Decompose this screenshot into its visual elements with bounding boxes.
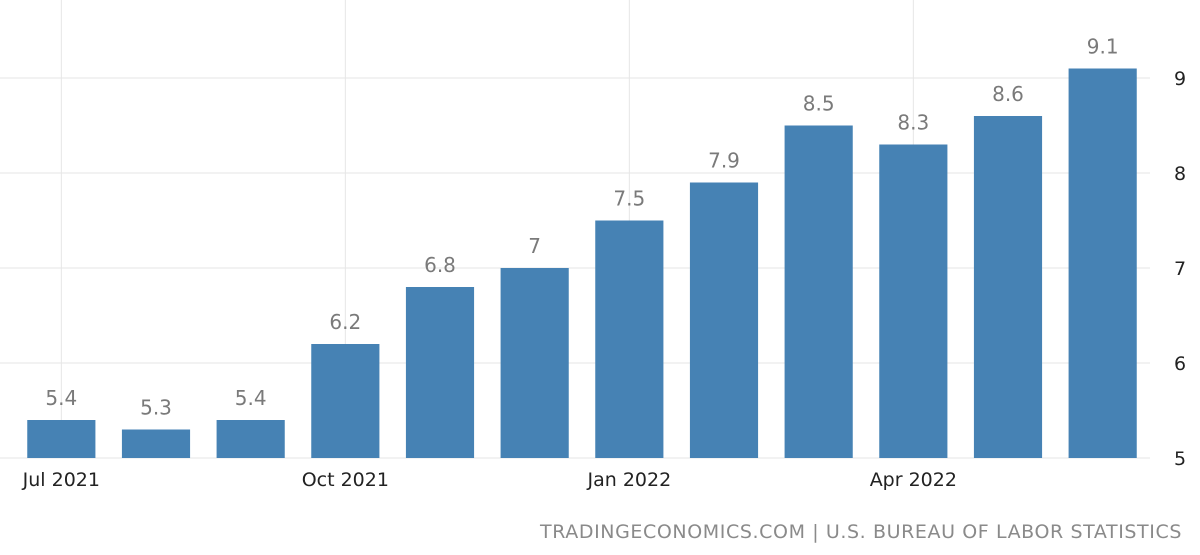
x-tick-label: Apr 2022 <box>870 469 957 491</box>
x-axis-ticks: Jul 2021 Oct 2021 Jan 2022 Apr 2022 <box>22 469 957 491</box>
data-label: 7.9 <box>708 149 740 173</box>
data-label: 5.4 <box>45 386 77 410</box>
y-tick-label: 9 <box>1174 68 1186 90</box>
bars <box>27 68 1137 458</box>
y-tick-label: 8 <box>1174 163 1186 185</box>
bar <box>879 144 948 458</box>
x-tick-label: Jul 2021 <box>22 469 100 491</box>
source-attribution: TRADINGECONOMICS.COM | U.S. BUREAU OF LA… <box>540 521 1182 543</box>
x-tick-label: Oct 2021 <box>302 469 389 491</box>
y-tick-label: 7 <box>1174 258 1186 280</box>
bar <box>216 420 285 458</box>
y-axis-ticks: 5 6 7 8 9 <box>1174 68 1186 470</box>
bar <box>27 420 96 458</box>
y-tick-label: 6 <box>1174 353 1186 375</box>
data-label: 7 <box>528 234 541 258</box>
bar <box>311 344 380 458</box>
bar <box>405 287 475 458</box>
bar <box>1068 68 1137 458</box>
bar <box>500 268 569 458</box>
bar <box>973 116 1043 458</box>
data-label: 7.5 <box>613 187 645 211</box>
bar <box>784 125 853 458</box>
data-label: 6.8 <box>424 253 456 277</box>
data-label: 5.3 <box>140 396 172 420</box>
data-label: 8.3 <box>897 111 929 135</box>
grid-lines <box>0 0 1150 459</box>
bar <box>595 220 664 458</box>
bar <box>121 429 191 458</box>
x-tick-label: Jan 2022 <box>586 469 671 491</box>
data-label: 8.6 <box>992 82 1024 106</box>
data-label: 9.1 <box>1087 35 1119 59</box>
data-label: 6.2 <box>329 310 361 334</box>
y-tick-label: 5 <box>1174 448 1186 470</box>
bar <box>689 182 759 458</box>
data-label: 8.5 <box>803 92 835 116</box>
data-labels: 5.4 5.3 5.4 6.2 6.8 7 7.5 7.9 8.5 8.3 8.6 9.1 <box>45 35 1118 420</box>
data-label: 5.4 <box>235 386 267 410</box>
